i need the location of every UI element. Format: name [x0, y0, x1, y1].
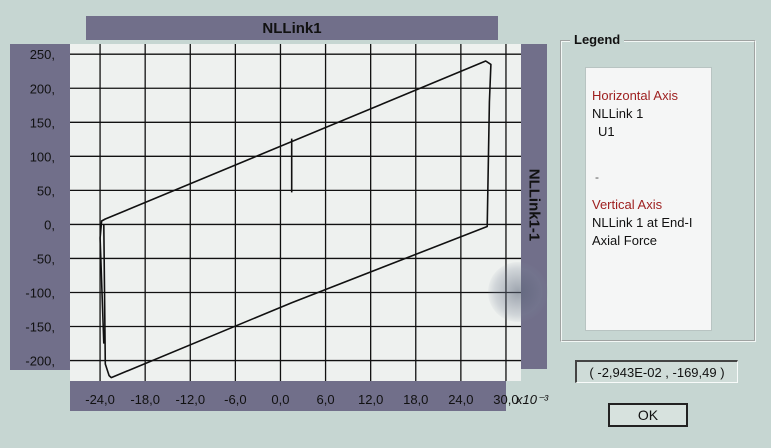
y-tick-label: 200,	[30, 81, 55, 96]
legend-vertical-heading: Vertical Axis	[592, 197, 663, 212]
legend-vertical-line1: NLLink 1 at End-I	[592, 215, 693, 230]
y-tick-label: 150,	[30, 115, 55, 130]
x-tick-label: 18,0	[403, 392, 428, 407]
legend-vertical-line2: Axial Force	[592, 233, 658, 248]
x-tick-label: -6,0	[224, 392, 246, 407]
y-tick-labels: 250, 200, 150, 100, 50, 0, -50, -100, -150, -200,	[25, 47, 55, 368]
legend-horizontal-line2: U1	[598, 124, 615, 139]
plot-area	[70, 44, 521, 381]
x-tick-label: -12,0	[175, 392, 205, 407]
x-tick-label: 24,0	[448, 392, 473, 407]
x-tick-label: 6,0	[317, 392, 335, 407]
x-tick-label: -18,0	[130, 392, 160, 407]
legend-title: Legend	[570, 32, 625, 47]
bottom-axis-panel	[70, 381, 506, 411]
y-tick-label: -150,	[25, 320, 55, 335]
legend-horizontal-heading: Horizontal Axis	[592, 88, 678, 103]
x-tick-label: -24,0	[85, 392, 115, 407]
legend-panel	[585, 67, 712, 331]
right-axis-label: NLLink1-1	[525, 168, 543, 242]
hysteresis-loop-line	[99, 60, 492, 379]
x-tick-label: 30,0	[493, 392, 518, 407]
left-axis-panel	[10, 44, 70, 370]
x-tick-labels: -24,0 -18,0 -12,0 -6,0 0,0 6,0 12,0 18,0 24,0 30,…	[85, 392, 518, 407]
x-tick-label: 0,0	[271, 392, 289, 407]
x-tick-label: 12,0	[358, 392, 383, 407]
coordinate-readout: ( -2,943E-02 , -169,49 )	[575, 360, 738, 383]
y-tick-label: -100,	[25, 285, 55, 300]
y-tick-label: 50,	[37, 183, 55, 198]
x-scale-label: x10⁻³	[515, 392, 549, 407]
y-tick-label: -50,	[33, 251, 55, 266]
legend-horizontal-line1: NLLink 1	[592, 106, 644, 121]
legend-box	[560, 40, 756, 342]
y-tick-label: 0,	[44, 217, 55, 232]
plot-title: NLLink1	[86, 16, 498, 40]
series-layer	[99, 60, 492, 379]
y-tick-label: 100,	[30, 149, 55, 164]
y-tick-label: -200,	[25, 354, 55, 369]
legend-separator: -	[595, 170, 599, 184]
scan-stain	[488, 262, 548, 322]
grid-lines	[70, 44, 521, 381]
ok-button[interactable]: OK	[608, 403, 688, 427]
y-tick-label: 250,	[30, 47, 55, 62]
